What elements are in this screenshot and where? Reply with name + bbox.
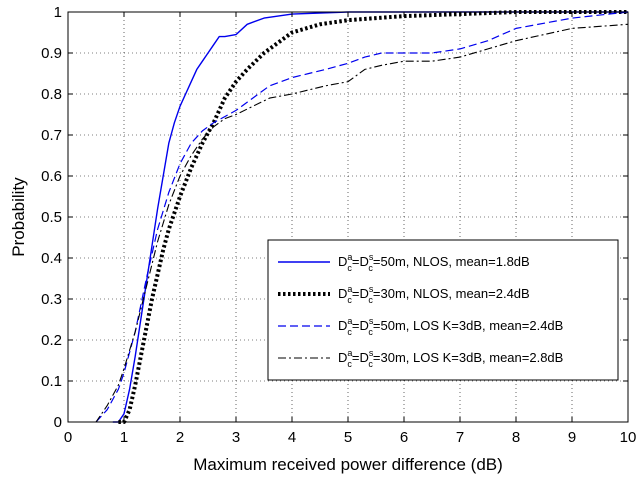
legend-box <box>267 239 619 381</box>
legend-subscript: c <box>347 359 352 369</box>
legend-symbol: D <box>338 318 347 333</box>
legend-subscript: c <box>347 263 352 273</box>
y-tick-label: 0.3 <box>41 291 62 308</box>
y-tick-label: 0.4 <box>41 250 62 267</box>
legend-subscript: c <box>368 263 373 273</box>
legend-description: =50m, NLOS, mean=1.8dB <box>373 254 530 269</box>
x-tick-label: 6 <box>400 429 408 446</box>
x-tick-label: 2 <box>176 429 184 446</box>
legend-equals: = <box>352 286 360 301</box>
legend-symbol: D <box>338 254 347 269</box>
legend-label-2: Da c=Ds c=30m, NLOS, mean=2.4dB <box>338 284 530 305</box>
y-tick-label: 0 <box>54 414 62 431</box>
y-tick-label: 0.9 <box>41 45 62 62</box>
x-tick-label: 10 <box>620 429 637 446</box>
legend-label-4: Da c=Ds c=30m, LOS K=3dB, mean=2.8dB <box>338 348 563 369</box>
legend-superscript: s <box>369 284 374 294</box>
legend-superscript: a <box>347 316 352 326</box>
legend-label-3: Da c=Ds c=50m, LOS K=3dB, mean=2.4dB <box>338 316 563 337</box>
legend-equals: = <box>352 350 360 365</box>
series-line-4 <box>79 23 629 423</box>
x-tick-label: 0 <box>64 429 72 446</box>
legend-superscript: s <box>369 316 374 326</box>
legend-description: =50m, LOS K=3dB, mean=2.4dB <box>373 318 563 333</box>
y-tick-label: 0.6 <box>41 168 62 185</box>
legend-subscript: c <box>368 295 373 305</box>
legend-symbol: D <box>360 350 369 365</box>
legend-superscript: a <box>347 348 352 358</box>
x-tick-label: 4 <box>288 429 296 446</box>
legend-symbol: D <box>338 286 347 301</box>
legend-superscript: s <box>369 252 374 262</box>
axis-ticks: 0 1 2 3 4 5 6 7 8 9 10 0 0.1 0.2 0.3 0.4 0.5 0.6 0.7 0.8 0.9… <box>41 4 636 446</box>
legend-symbol: D <box>338 350 347 365</box>
y-tick-label: 0.5 <box>41 209 62 226</box>
y-tick-label: 0.7 <box>41 127 62 144</box>
legend-subscript: c <box>347 327 352 337</box>
legend-subscript: c <box>368 327 373 337</box>
x-tick-label: 9 <box>568 429 576 446</box>
legend-superscript: a <box>347 252 352 262</box>
legend-superscript: s <box>369 348 374 358</box>
y-tick-label: 1 <box>54 4 62 21</box>
legend-label-1: Da c=Ds c=50m, NLOS, mean=1.8dB <box>338 252 530 273</box>
y-tick-label: 0.8 <box>41 86 62 103</box>
x-tick-label: 7 <box>456 429 464 446</box>
legend-superscript: a <box>347 284 352 294</box>
series-line-1 <box>112 11 628 423</box>
series-line-3 <box>95 11 629 423</box>
legend-symbol: D <box>360 254 369 269</box>
y-tick-label: 0.2 <box>41 332 62 349</box>
legend-symbol: D <box>360 286 369 301</box>
legend-subscript: c <box>368 359 373 369</box>
series-lines <box>79 10 629 424</box>
x-axis-label: Maximum received power difference (dB) <box>193 455 503 474</box>
x-tick-label: 3 <box>232 429 240 446</box>
x-tick-label: 8 <box>512 429 520 446</box>
legend-equals: = <box>352 318 360 333</box>
x-tick-label: 5 <box>344 429 352 446</box>
y-axis-label: Probability <box>9 177 28 257</box>
legend-subscript: c <box>347 295 352 305</box>
x-tick-label: 1 <box>120 429 128 446</box>
legend-symbol: D <box>360 318 369 333</box>
y-tick-label: 0.1 <box>41 373 62 390</box>
legend-description: =30m, NLOS, mean=2.4dB <box>373 286 530 301</box>
legend-equals: = <box>352 254 360 269</box>
legend-description: =30m, LOS K=3dB, mean=2.8dB <box>373 350 563 365</box>
